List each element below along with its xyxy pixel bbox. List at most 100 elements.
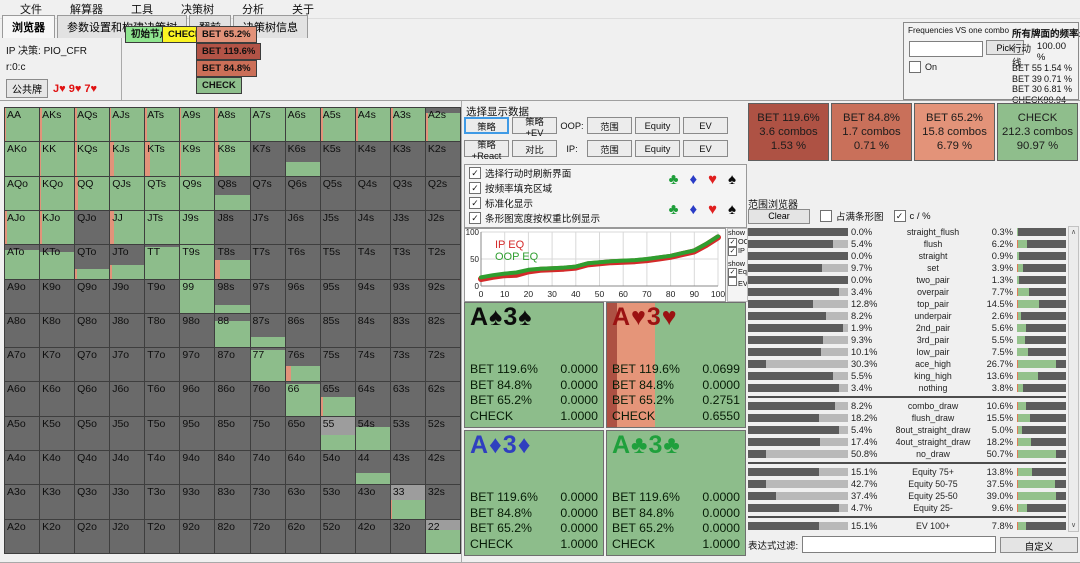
hand-cell-33[interactable]: 33	[391, 485, 425, 518]
display-button-范围[interactable]: 范围	[587, 117, 632, 134]
hand-cell-T2s[interactable]: T2s	[426, 245, 460, 278]
checkbox[interactable]: ✓	[728, 247, 737, 256]
hand-cell-A5s[interactable]: A5s	[321, 108, 355, 141]
hand-cell-65s[interactable]: 65s	[321, 382, 355, 415]
hand-cell-32s[interactable]: 32s	[426, 485, 460, 518]
hand-cell-T6o[interactable]: T6o	[145, 382, 179, 415]
hand-cell-93s[interactable]: 93s	[391, 280, 425, 313]
hand-cell-83o[interactable]: 83o	[215, 485, 249, 518]
show-toggle-EV[interactable]: EV	[728, 277, 747, 289]
hand-cell-99[interactable]: 99	[180, 280, 214, 313]
hand-cell-J2o[interactable]: J2o	[110, 520, 144, 553]
hand-cell-QTs[interactable]: QTs	[145, 177, 179, 210]
fill-bars-toggle[interactable]: 占满条形图	[820, 209, 884, 223]
tab-浏览器[interactable]: 浏览器	[2, 15, 55, 38]
checkbox[interactable]: ✓	[469, 182, 481, 194]
hand-cell-Q5o[interactable]: Q5o	[75, 417, 109, 450]
hand-cell-98o[interactable]: 98o	[180, 314, 214, 347]
hand-cell-K9o[interactable]: K9o	[40, 280, 74, 313]
category-row-Equity 75+[interactable]: 15.1%Equity 75+13.8%	[748, 466, 1066, 478]
hand-cell-AKo[interactable]: AKo	[5, 142, 39, 175]
hand-cell-QJs[interactable]: QJs	[110, 177, 144, 210]
hand-cell-A8o[interactable]: A8o	[5, 314, 39, 347]
tree-node[interactable]: CHECK	[196, 77, 242, 94]
hand-cell-K7o[interactable]: K7o	[40, 348, 74, 381]
hand-cell-KQo[interactable]: KQo	[40, 177, 74, 210]
hand-cell-K6o[interactable]: K6o	[40, 382, 74, 415]
custom-button[interactable]: 自定义	[1000, 537, 1078, 553]
checkbox[interactable]	[728, 277, 737, 286]
hand-cell-A2s[interactable]: A2s	[426, 108, 460, 141]
hand-cell-Q7o[interactable]: Q7o	[75, 348, 109, 381]
hand-cell-75s[interactable]: 75s	[321, 348, 355, 381]
hand-cell-62s[interactable]: 62s	[426, 382, 460, 415]
scroll-up-icon[interactable]: ∧	[1069, 227, 1078, 238]
hand-cell-J9s[interactable]: J9s	[180, 211, 214, 244]
hand-cell-Q4s[interactable]: Q4s	[356, 177, 390, 210]
hand-cell-AA[interactable]: AA	[5, 108, 39, 141]
fill-bars-checkbox[interactable]	[820, 210, 832, 222]
display-button-策略[interactable]: 策略	[464, 117, 509, 134]
hand-cell-Q6o[interactable]: Q6o	[75, 382, 109, 415]
display-button-EV[interactable]: EV	[683, 117, 728, 134]
heart-icon[interactable]: ♥	[708, 172, 717, 187]
hand-cell-K3o[interactable]: K3o	[40, 485, 74, 518]
hand-cell-J6s[interactable]: J6s	[286, 211, 320, 244]
category-row-Equity 25-50[interactable]: 37.4%Equity 25-5039.0%	[748, 490, 1066, 502]
hand-cell-A7s[interactable]: A7s	[251, 108, 285, 141]
hand-cell-T8s[interactable]: T8s	[215, 245, 249, 278]
combo-input[interactable]	[909, 41, 983, 57]
hand-cell-AJs[interactable]: AJs	[110, 108, 144, 141]
hand-cell-66[interactable]: 66	[286, 382, 320, 415]
hand-cell-98s[interactable]: 98s	[215, 280, 249, 313]
hand-cell-52s[interactable]: 52s	[426, 417, 460, 450]
hand-cell-J3o[interactable]: J3o	[110, 485, 144, 518]
tree-node[interactable]: BET 84.8%	[196, 60, 257, 77]
hand-cell-J7s[interactable]: J7s	[251, 211, 285, 244]
hand-cell-T7s[interactable]: T7s	[251, 245, 285, 278]
hand-cell-KTs[interactable]: KTs	[145, 142, 179, 175]
hand-cell-J3s[interactable]: J3s	[391, 211, 425, 244]
hand-cell-Q9o[interactable]: Q9o	[75, 280, 109, 313]
board-button[interactable]: 公共牌	[6, 79, 48, 98]
category-row-EV 100+[interactable]: 15.1%EV 100+7.8%	[748, 520, 1066, 532]
hand-cell-97s[interactable]: 97s	[251, 280, 285, 313]
hand-cell-J4o[interactable]: J4o	[110, 451, 144, 484]
hand-cell-52o[interactable]: 52o	[321, 520, 355, 553]
spade-icon[interactable]: ♠	[728, 202, 736, 217]
hand-cell-82s[interactable]: 82s	[426, 314, 460, 347]
hand-cell-82o[interactable]: 82o	[215, 520, 249, 553]
club-icon[interactable]: ♣	[669, 202, 679, 217]
spade-icon[interactable]: ♠	[728, 172, 736, 187]
hand-cell-85o[interactable]: 85o	[215, 417, 249, 450]
hand-cell-J7o[interactable]: J7o	[110, 348, 144, 381]
hand-cell-T3o[interactable]: T3o	[145, 485, 179, 518]
hand-cell-JJ[interactable]: JJ	[110, 211, 144, 244]
hand-cell-K4s[interactable]: K4s	[356, 142, 390, 175]
hand-cell-K5s[interactable]: K5s	[321, 142, 355, 175]
hand-cell-KJs[interactable]: KJs	[110, 142, 144, 175]
hand-cell-Q2s[interactable]: Q2s	[426, 177, 460, 210]
hand-cell-K8s[interactable]: K8s	[215, 142, 249, 175]
hand-cell-K9s[interactable]: K9s	[180, 142, 214, 175]
hand-cell-Q3o[interactable]: Q3o	[75, 485, 109, 518]
club-icon[interactable]: ♣	[669, 172, 679, 187]
hand-cell-K4o[interactable]: K4o	[40, 451, 74, 484]
hand-cell-92o[interactable]: 92o	[180, 520, 214, 553]
hand-cell-K8o[interactable]: K8o	[40, 314, 74, 347]
hand-cell-55[interactable]: 55	[321, 417, 355, 450]
hand-cell-T8o[interactable]: T8o	[145, 314, 179, 347]
hand-cell-54s[interactable]: 54s	[356, 417, 390, 450]
hand-cell-T9s[interactable]: T9s	[180, 245, 214, 278]
